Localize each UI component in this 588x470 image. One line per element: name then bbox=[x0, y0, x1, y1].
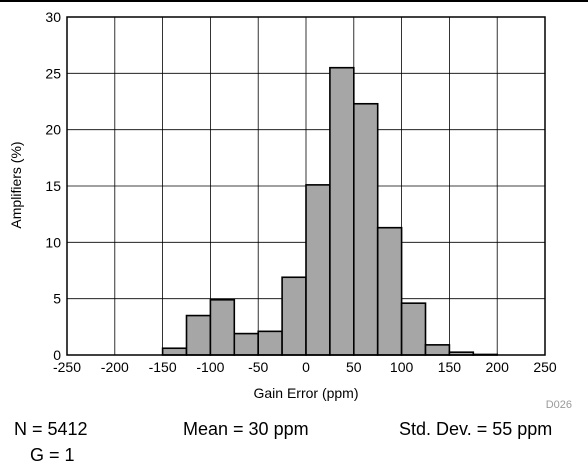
x-tick-label: 250 bbox=[533, 359, 557, 375]
stat-mean: Mean = 30 ppm bbox=[183, 419, 309, 439]
y-tick-label: 25 bbox=[45, 65, 61, 81]
x-tick-label: 50 bbox=[346, 359, 362, 375]
histogram-bar bbox=[352, 102, 379, 356]
histogram-bar bbox=[209, 298, 236, 356]
x-tick-label: -250 bbox=[53, 359, 81, 375]
x-tick-labels: -250 -200 -150 -100 -50 0 50 100 150 200 250 bbox=[53, 359, 557, 375]
y-tick-label: 5 bbox=[53, 291, 61, 307]
bars bbox=[161, 66, 498, 356]
histogram-bar bbox=[305, 184, 331, 356]
histogram-bar bbox=[376, 226, 403, 356]
stat-std-dev: Std. Dev. = 55 ppm bbox=[399, 419, 553, 439]
y-tick-label: 15 bbox=[45, 178, 61, 194]
top-rule bbox=[0, 0, 588, 2]
x-tick-label: 150 bbox=[438, 359, 462, 375]
histogram-bar bbox=[329, 66, 355, 356]
x-tick-label: -150 bbox=[149, 359, 177, 375]
histogram-bar bbox=[281, 276, 307, 356]
x-axis-label: Gain Error (ppm) bbox=[253, 385, 358, 401]
histogram-bar bbox=[161, 347, 188, 356]
y-axis-label: Amplifiers (%) bbox=[8, 141, 24, 228]
x-tick-label: 100 bbox=[390, 359, 414, 375]
stat-gain: G = 1 bbox=[30, 445, 75, 465]
histogram-bar bbox=[400, 302, 427, 356]
x-tick-label: -200 bbox=[101, 359, 129, 375]
histogram-bar bbox=[185, 314, 212, 356]
gain-error-histogram: -250 -200 -150 -100 -50 0 50 100 150 200 250 0 5 10 1… bbox=[8, 9, 572, 410]
histogram-bar bbox=[424, 344, 451, 356]
figure-id: D026 bbox=[546, 399, 572, 410]
y-tick-label: 10 bbox=[45, 234, 61, 250]
y-tick-labels: 0 5 10 15 20 25 30 bbox=[45, 9, 61, 363]
y-tick-label: 30 bbox=[45, 9, 61, 25]
histogram-bar bbox=[257, 330, 283, 356]
y-tick-label: 20 bbox=[45, 122, 61, 138]
x-tick-label: -100 bbox=[196, 359, 224, 375]
x-tick-label: 0 bbox=[302, 359, 310, 375]
x-tick-label: -50 bbox=[248, 359, 268, 375]
y-tick-label: 0 bbox=[53, 347, 61, 363]
histogram-bar bbox=[233, 332, 260, 356]
plot-frame bbox=[66, 16, 546, 356]
x-tick-label: 200 bbox=[486, 359, 510, 375]
stat-n: N = 5412 bbox=[14, 419, 88, 439]
